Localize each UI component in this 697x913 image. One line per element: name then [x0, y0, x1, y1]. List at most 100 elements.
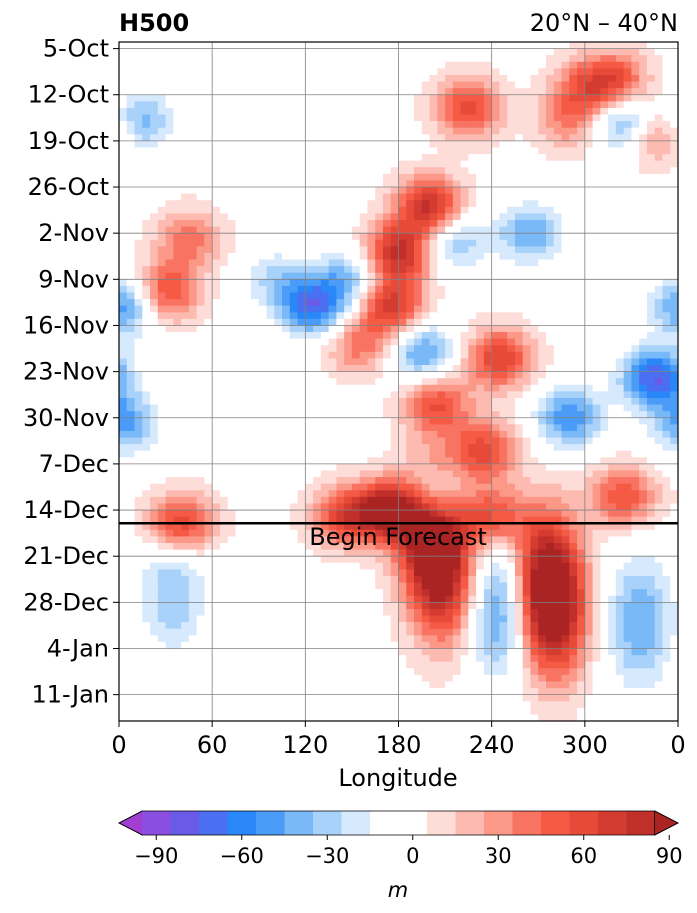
heatmap-cell — [181, 688, 190, 696]
heatmap-cell — [173, 285, 182, 294]
heatmap-cell — [181, 252, 190, 261]
heatmap-cell — [173, 707, 182, 716]
heatmap-cell — [429, 668, 438, 676]
heatmap-cell — [165, 252, 174, 261]
heatmap-cell — [406, 556, 415, 564]
heatmap-cell — [266, 147, 275, 155]
heatmap-cell — [173, 549, 182, 557]
heatmap-cell — [219, 378, 229, 386]
heatmap-cell — [204, 622, 213, 630]
heatmap-cell — [297, 668, 306, 676]
heatmap-cell — [157, 292, 167, 300]
heatmap-cell — [173, 641, 182, 650]
heatmap-cell — [406, 674, 415, 683]
heatmap-cell — [476, 180, 485, 188]
heatmap-cell — [406, 582, 415, 590]
heatmap-cell — [196, 121, 205, 129]
heatmap-cell — [165, 681, 174, 689]
heatmap-cell — [150, 615, 159, 623]
heatmap-cell — [320, 496, 330, 505]
heatmap-cell — [344, 404, 353, 412]
heatmap-cell — [297, 252, 306, 261]
heatmap-cell — [367, 345, 376, 353]
heatmap-cell — [367, 628, 376, 636]
heatmap-cell — [452, 48, 462, 56]
heatmap-cell — [414, 608, 423, 617]
heatmap-cell — [282, 404, 291, 412]
heatmap-cell — [150, 384, 159, 392]
heatmap-cell — [452, 107, 462, 116]
heatmap-cell — [282, 187, 291, 195]
heatmap-cell — [243, 279, 252, 287]
heatmap-cell — [344, 707, 353, 716]
heatmap-cell — [398, 252, 407, 261]
heatmap-cell — [398, 694, 407, 702]
heatmap-cell — [250, 193, 260, 201]
heatmap-cell — [336, 160, 345, 168]
heatmap-cell — [266, 266, 275, 274]
heatmap-cell — [483, 332, 493, 340]
heatmap-cell — [297, 424, 306, 432]
heatmap-cell — [452, 615, 462, 623]
heatmap-cell — [297, 384, 306, 392]
heatmap-cell — [126, 503, 136, 511]
heatmap-cell — [289, 365, 299, 373]
heatmap-cell — [243, 154, 252, 162]
heatmap-cell — [344, 154, 353, 162]
heatmap-cell — [452, 213, 462, 221]
heatmap-cell — [429, 259, 438, 267]
heatmap-cell — [212, 318, 221, 327]
heatmap-cell — [483, 536, 493, 544]
heatmap-cell — [382, 569, 392, 577]
heatmap-cell — [305, 411, 314, 419]
heatmap-cell — [181, 516, 190, 524]
heatmap-cell — [212, 285, 221, 294]
heatmap-cell — [219, 68, 229, 76]
heatmap-cell — [437, 365, 446, 373]
heatmap-cell — [406, 615, 415, 623]
heatmap-cell — [445, 602, 454, 610]
heatmap-cell — [313, 187, 322, 195]
heatmap-cell — [398, 569, 407, 577]
heatmap-cell — [375, 483, 384, 491]
heatmap-cell — [445, 345, 454, 353]
heatmap-cell — [398, 523, 407, 531]
heatmap-cell — [119, 470, 128, 478]
heatmap-cell — [382, 134, 392, 142]
heatmap-cell — [406, 404, 415, 412]
heatmap-cell — [282, 299, 291, 307]
heatmap-cell — [483, 127, 493, 135]
heatmap-cell — [196, 140, 205, 149]
heatmap-cell — [328, 430, 337, 439]
heatmap-cell — [452, 246, 462, 254]
heatmap-cell — [320, 556, 330, 564]
heatmap-cell — [212, 345, 221, 353]
heatmap-cell — [126, 147, 136, 155]
heatmap-cell — [375, 187, 384, 195]
heatmap-cell — [227, 246, 237, 254]
heatmap-cell — [173, 154, 182, 162]
heatmap-cell — [181, 510, 190, 518]
heatmap-cell — [173, 397, 182, 406]
heatmap-cell — [313, 226, 322, 234]
heatmap-cell — [188, 668, 198, 676]
heatmap-cell — [328, 688, 337, 696]
heatmap-cell — [328, 193, 337, 201]
heatmap-cell — [282, 391, 291, 399]
heatmap-cell — [351, 332, 361, 340]
heatmap-cell — [414, 661, 423, 669]
heatmap-cell — [336, 411, 345, 419]
heatmap-cell — [266, 206, 275, 214]
heatmap-cell — [219, 655, 229, 663]
heatmap-cell — [250, 55, 260, 63]
heatmap-cell — [243, 384, 252, 392]
heatmap-cell — [344, 714, 353, 721]
heatmap-cell — [468, 635, 477, 643]
heatmap-cell — [437, 107, 446, 116]
heatmap-cell — [297, 154, 306, 162]
heatmap-cell — [483, 239, 493, 247]
heatmap-cell — [460, 160, 469, 168]
heatmap-cell — [468, 107, 477, 116]
heatmap-cell — [460, 569, 469, 577]
heatmap-cell — [468, 575, 477, 584]
